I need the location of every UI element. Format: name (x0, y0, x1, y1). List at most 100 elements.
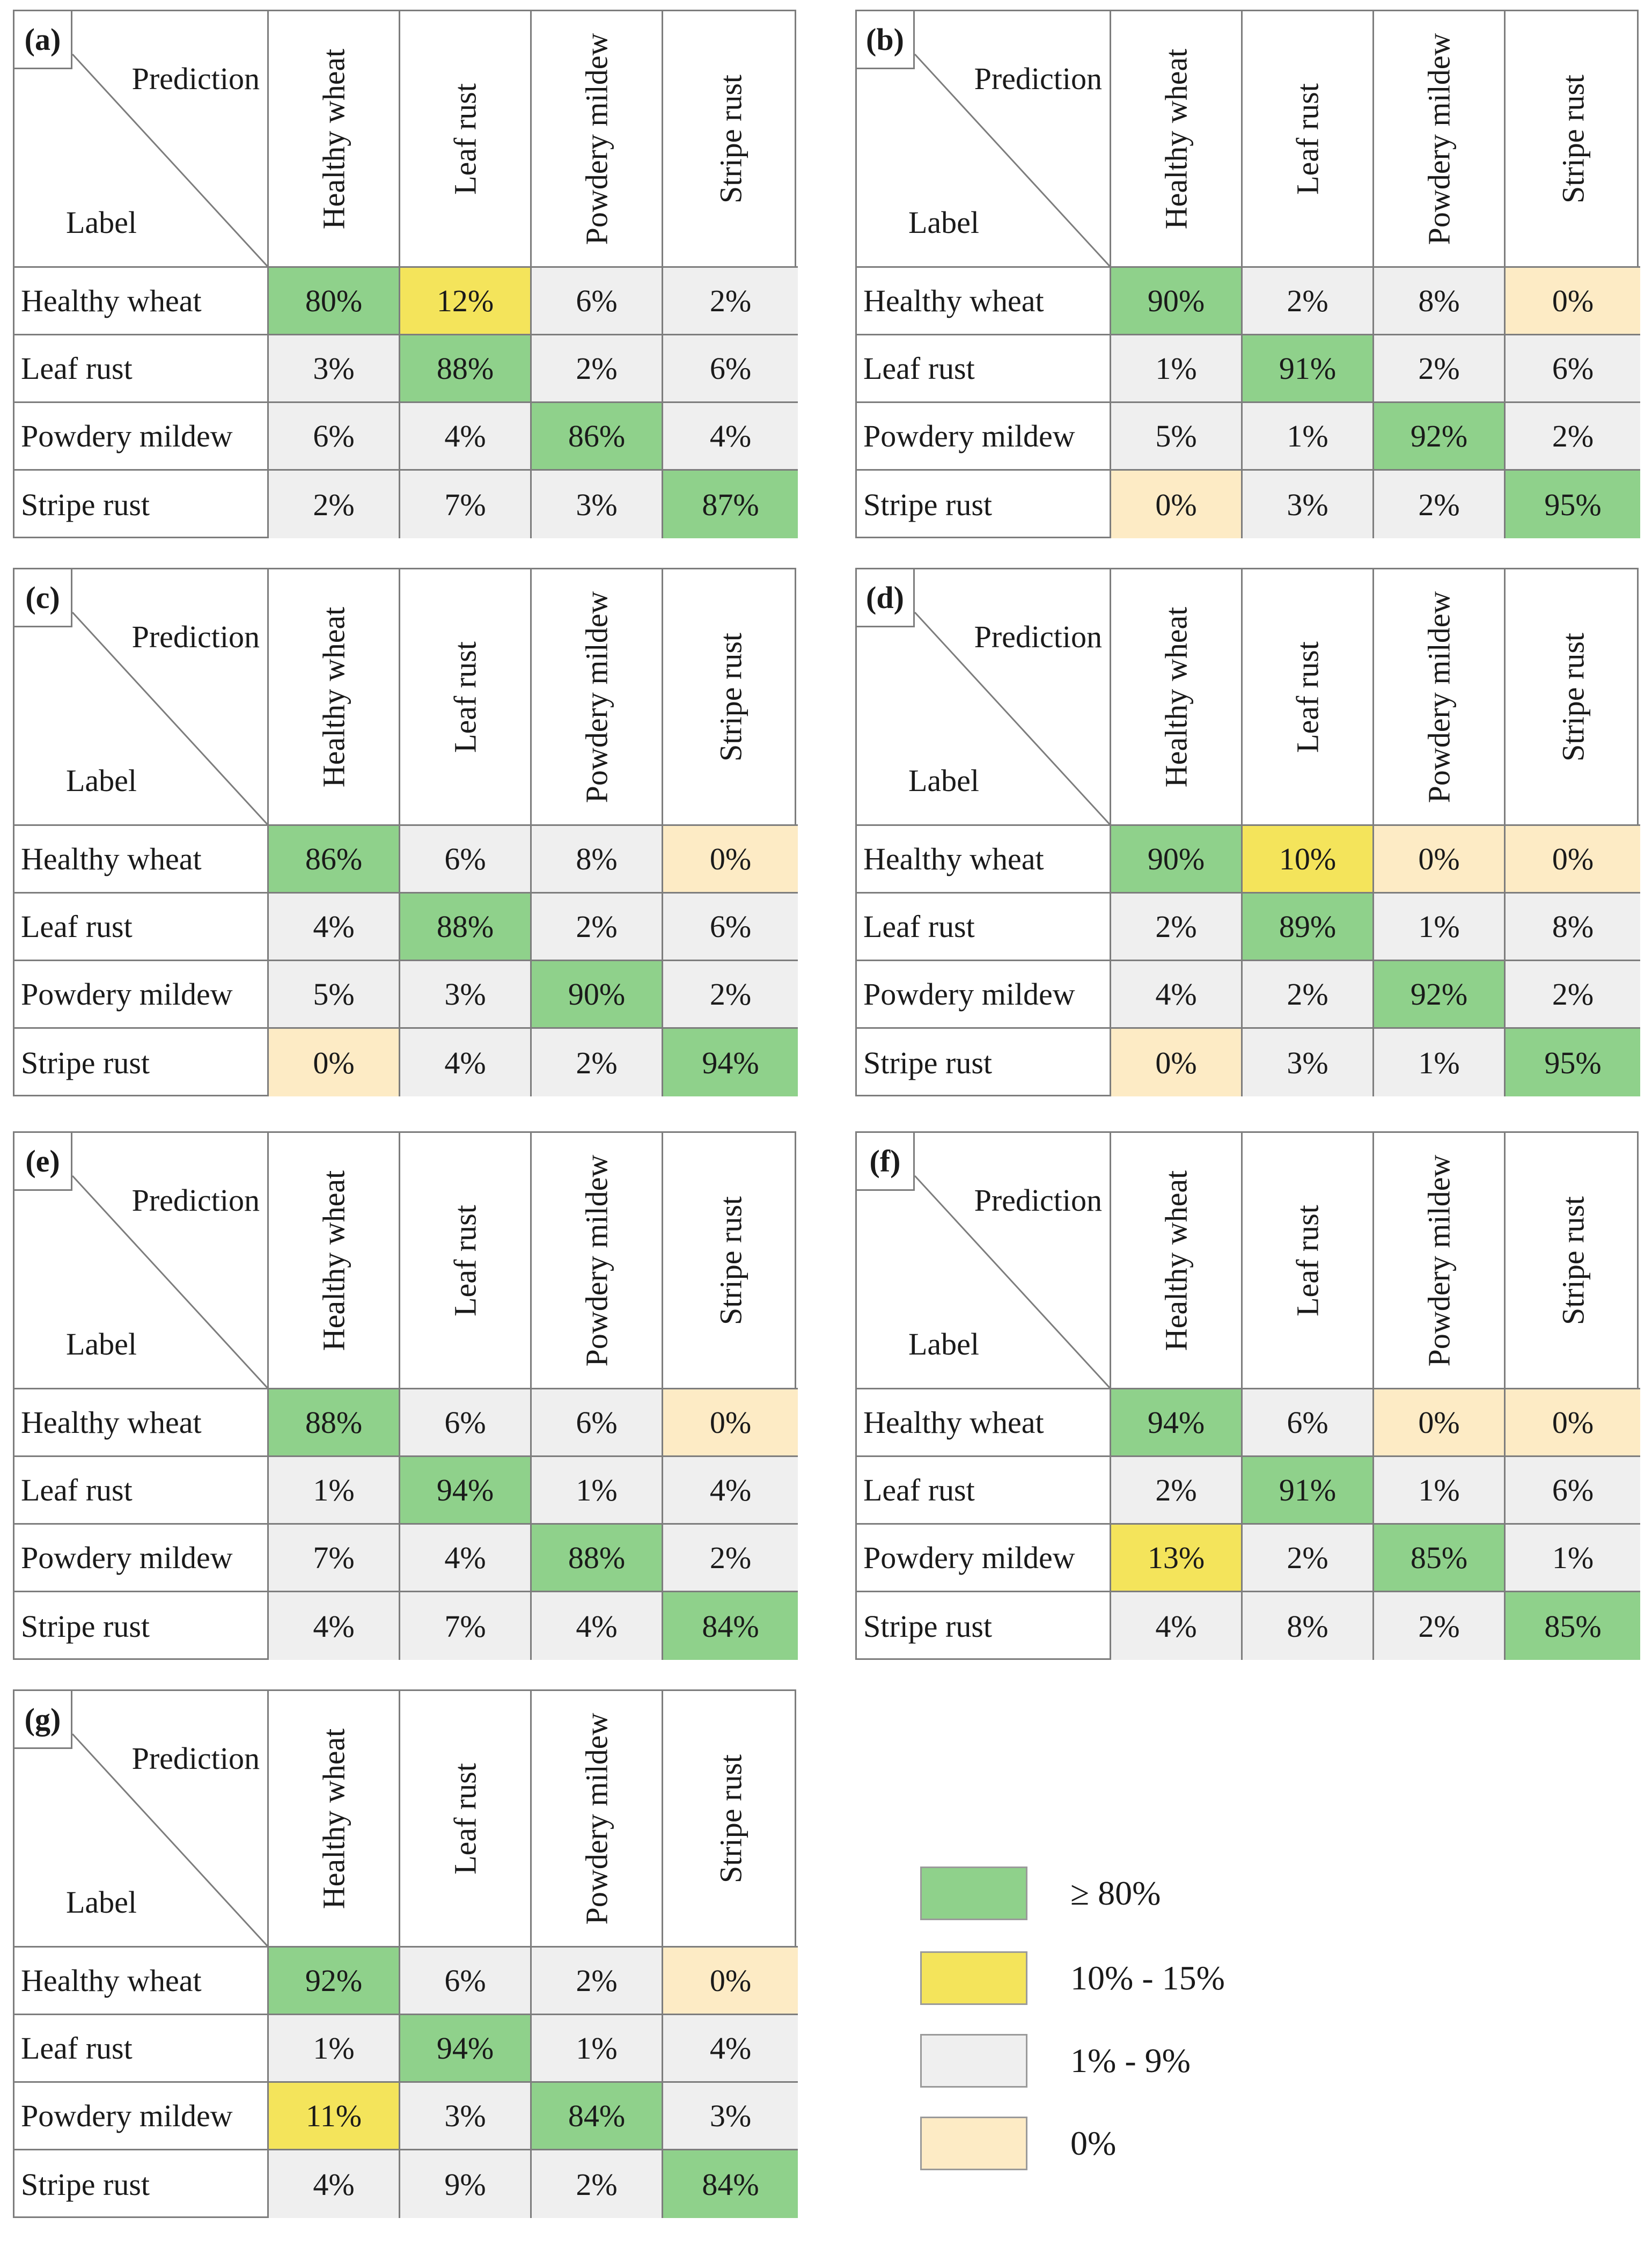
matrix-cell: 2% (1506, 403, 1640, 471)
matrix-cell: 94% (663, 1029, 798, 1096)
prediction-axis-label: Prediction (131, 619, 260, 654)
matrix-cell: 91% (1243, 1457, 1374, 1525)
label-axis-label: Label (66, 1327, 137, 1362)
matrix-cell: 1% (269, 2015, 400, 2083)
matrix-cell: 89% (1243, 894, 1374, 961)
confusion-matrix-c: (c) Prediction Label Healthy wheat Leaf rust… (13, 568, 798, 1096)
matrix-cell: 7% (269, 1525, 400, 1592)
matrix-cell: 2% (663, 1525, 798, 1592)
column-header: Powdery mildew (1374, 1133, 1506, 1389)
matrix-cell: 4% (532, 1592, 663, 1660)
matrix-cell: 2% (532, 894, 663, 961)
matrix-cell: 92% (1374, 403, 1506, 471)
matrix-cell: 6% (532, 1389, 663, 1457)
column-header-text: Stripe rust (713, 1196, 748, 1325)
legend-label: ≥ 80% (1070, 1874, 1161, 1912)
column-header: Powdery mildew (532, 1691, 663, 1948)
matrix-cell: 6% (663, 335, 798, 403)
column-header: Leaf rust (400, 1691, 532, 1948)
matrix-cell: 10% (1243, 826, 1374, 894)
matrix-cell: 0% (1374, 826, 1506, 894)
column-header: Healthy wheat (269, 1133, 400, 1389)
matrix-cell: 92% (1374, 961, 1506, 1029)
matrix-cell: 6% (400, 826, 532, 894)
row-header: Leaf rust (14, 894, 269, 961)
matrix-cell: 6% (400, 1389, 532, 1457)
prediction-axis-label: Prediction (974, 61, 1102, 96)
confusion-matrix-d: (d) Prediction Label Healthy wheat Leaf rust… (855, 568, 1640, 1096)
matrix-cell: 8% (1374, 268, 1506, 335)
row-header: Healthy wheat (14, 268, 269, 335)
matrix-cell: 8% (532, 826, 663, 894)
prediction-axis-label: Prediction (974, 619, 1102, 654)
matrix-cell: 2% (1374, 335, 1506, 403)
matrix-cell: 94% (400, 2015, 532, 2083)
matrix-cell: 2% (532, 335, 663, 403)
column-header-text: Leaf rust (1290, 641, 1325, 753)
column-header-text: Healthy wheat (316, 606, 351, 787)
matrix-cell: 1% (1374, 894, 1506, 961)
legend-label: 10% - 15% (1070, 1959, 1225, 1997)
matrix-cell: 6% (1243, 1389, 1374, 1457)
column-header: Powdery mildew (1374, 11, 1506, 268)
column-header-text: Healthy wheat (316, 1728, 351, 1909)
row-header: Stripe rust (857, 471, 1111, 538)
matrix-cell: 0% (663, 1948, 798, 2015)
matrix-cell: 12% (400, 268, 532, 335)
column-header-text: Powdery mildew (1421, 33, 1457, 245)
matrix-cell: 3% (400, 2083, 532, 2150)
column-header-text: Healthy wheat (316, 1170, 351, 1351)
matrix-cell: 2% (663, 268, 798, 335)
matrix-cell: 2% (1243, 961, 1374, 1029)
matrix-cell: 4% (1111, 1592, 1243, 1660)
corner-header: (c) Prediction Label (14, 569, 269, 826)
label-axis-label: Label (908, 763, 980, 798)
panel-label: (g) (14, 1691, 72, 1749)
matrix-cell: 0% (1506, 1389, 1640, 1457)
column-header: Stripe rust (663, 569, 798, 826)
legend-label: 0% (1070, 2124, 1117, 2162)
row-header: Stripe rust (14, 471, 269, 538)
corner-header: (a) Prediction Label (14, 11, 269, 268)
row-header: Powdery mildew (857, 961, 1111, 1029)
prediction-axis-label: Prediction (974, 1183, 1102, 1218)
column-header: Leaf rust (1243, 11, 1374, 268)
matrix-cell: 2% (663, 961, 798, 1029)
matrix-cell: 7% (400, 471, 532, 538)
column-header: Powdery mildew (532, 11, 663, 268)
column-header-text: Powdery mildew (579, 1154, 614, 1366)
label-axis-label: Label (66, 1885, 137, 1920)
matrix-cell: 3% (269, 335, 400, 403)
prediction-axis-label: Prediction (131, 61, 260, 96)
matrix-cell: 1% (1374, 1457, 1506, 1525)
matrix-cell: 8% (1506, 894, 1640, 961)
matrix-cell: 3% (400, 961, 532, 1029)
panel-label: (c) (14, 569, 72, 627)
matrix-cell: 2% (1506, 961, 1640, 1029)
row-header: Leaf rust (857, 1457, 1111, 1525)
matrix-cell: 4% (269, 2150, 400, 2218)
column-header: Healthy wheat (1111, 569, 1243, 826)
legend-item: ≥ 80% (920, 1867, 1161, 1920)
matrix-cell: 2% (1243, 1525, 1374, 1592)
corner-header: (g) Prediction Label (14, 1691, 269, 1948)
column-header-text: Leaf rust (447, 641, 483, 753)
row-header: Powdery mildew (14, 961, 269, 1029)
matrix-cell: 4% (1111, 961, 1243, 1029)
row-header: Healthy wheat (14, 1389, 269, 1457)
column-header: Powdery mildew (532, 1133, 663, 1389)
matrix-cell: 1% (1111, 335, 1243, 403)
column-header-text: Leaf rust (1290, 83, 1325, 195)
row-header: Stripe rust (14, 2150, 269, 2218)
matrix-cell: 95% (1506, 1029, 1640, 1096)
column-header-text: Stripe rust (1555, 1196, 1590, 1325)
matrix-cell: 4% (269, 1592, 400, 1660)
matrix-cell: 0% (663, 826, 798, 894)
matrix-cell: 94% (1111, 1389, 1243, 1457)
matrix-cell: 5% (269, 961, 400, 1029)
matrix-cell: 0% (269, 1029, 400, 1096)
matrix-cell: 6% (1506, 1457, 1640, 1525)
matrix-cell: 85% (1506, 1592, 1640, 1660)
column-header-text: Healthy wheat (1158, 606, 1194, 787)
matrix-cell: 2% (532, 2150, 663, 2218)
